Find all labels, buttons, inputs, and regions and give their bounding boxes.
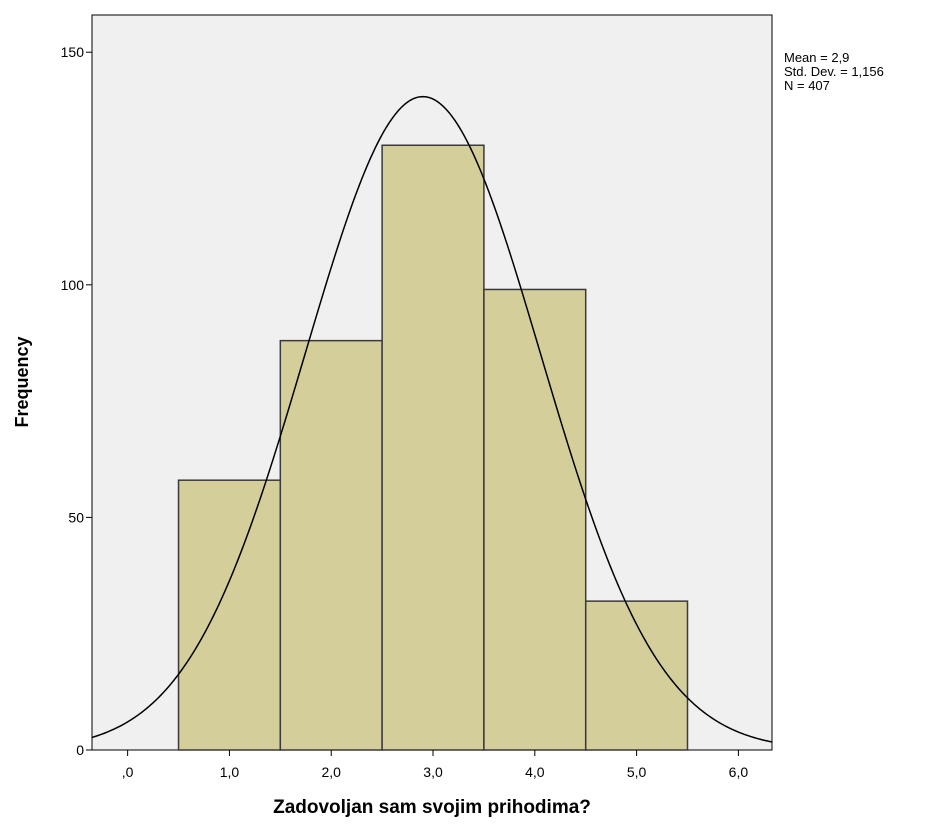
stats-line: N = 407 [784,78,830,93]
stats-line: Mean = 2,9 [784,50,849,65]
y-tick-label: 0 [76,742,84,758]
x-tick-label: 3,0 [423,764,443,780]
histogram-bar [177,479,282,751]
y-tick-label: 100 [61,277,85,293]
y-tick-label: 50 [68,509,84,525]
x-tick-label: 2,0 [321,764,341,780]
x-tick-label: 6,0 [729,764,749,780]
x-tick-label: 4,0 [525,764,545,780]
x-axis: ,0 1,0 2,0 3,0 4,0 5,0 6,0 [122,750,749,780]
x-axis-title: Zadovoljan sam svojim prihodima? [273,797,591,818]
y-axis-title: Frequency [12,336,32,427]
histogram-bar [483,288,587,751]
histogram-bar [381,144,485,751]
stats-line: Std. Dev. = 1,156 [784,64,884,79]
x-tick-label: ,0 [122,764,134,780]
histogram-bar [279,339,383,751]
x-tick-label: 1,0 [220,764,240,780]
y-axis: 0 50 100 150 [61,44,92,758]
y-tick-label: 150 [61,44,85,60]
x-tick-label: 5,0 [627,764,647,780]
normal-curve [91,95,773,743]
